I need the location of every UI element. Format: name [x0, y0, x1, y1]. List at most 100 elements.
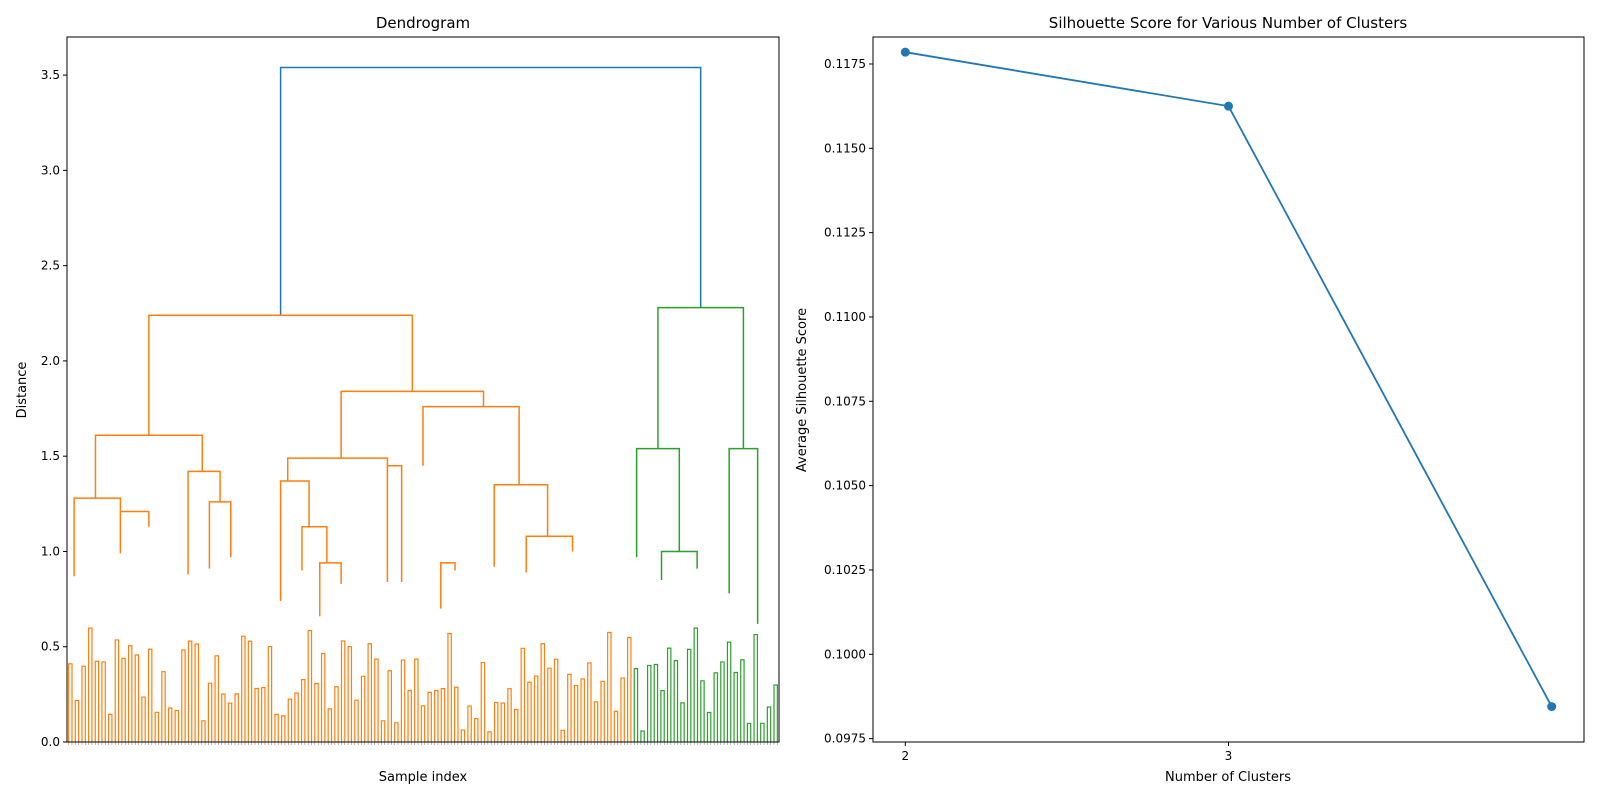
silhouette-x-axis-label: Number of Clusters — [1165, 770, 1291, 785]
dendrogram-merge-link — [422, 405, 520, 485]
dendrogram-y-tick-label: 0.5 — [41, 640, 60, 654]
dendrogram-leaf-link — [733, 671, 739, 742]
dendrogram-leaf-link — [294, 692, 299, 742]
dendrogram-leaf-link — [400, 659, 406, 742]
dendrogram-merge-link — [440, 562, 456, 609]
dendrogram-leaf-link — [533, 675, 539, 742]
silhouette-y-tick-label: 0.0975 — [824, 732, 866, 746]
dendrogram-leaf-link — [507, 688, 512, 742]
silhouette-y-tick-label: 0.1050 — [824, 479, 866, 493]
dendrogram-merge-link — [525, 535, 574, 573]
dendrogram-leaf-link — [254, 687, 259, 742]
dendrogram-merge-link — [386, 464, 403, 582]
dendrogram-leaf-link — [480, 661, 486, 742]
dendrogram-leaf-link — [547, 667, 552, 742]
dendrogram-y-tick-label: 2.5 — [41, 259, 60, 273]
silhouette-y-tick-label: 0.1150 — [824, 141, 866, 155]
dendrogram-leaf-link — [660, 690, 665, 742]
dendrogram-leaf-link — [207, 682, 213, 742]
dendrogram-leaf-link — [454, 686, 459, 742]
dendrogram-leaf-link — [194, 643, 200, 742]
dendrogram-merge-link — [73, 497, 122, 577]
dendrogram-leaf-link — [367, 643, 373, 742]
dendrogram-merge-link — [279, 66, 702, 316]
dendrogram-merge-link — [657, 306, 745, 449]
silhouette-x-tick-label: 2 — [901, 749, 909, 763]
dendrogram-leaf-link — [467, 705, 472, 742]
dendrogram-leaf-link — [613, 710, 619, 742]
dendrogram-leaf-link — [560, 729, 566, 742]
dendrogram-leaf-link — [493, 701, 499, 742]
dendrogram-merge-link — [635, 447, 681, 558]
dendrogram-leaf-link — [440, 688, 446, 742]
dendrogram-leaf-link — [513, 709, 519, 742]
dendrogram-leaf-link — [420, 705, 426, 742]
dendrogram-y-tick-label: 3.0 — [41, 163, 60, 177]
dendrogram-leaf-link — [394, 722, 399, 742]
dendrogram-leaf-link — [320, 652, 326, 742]
dendrogram-leaf-link — [68, 663, 73, 742]
dendrogram-leaf-link — [407, 689, 412, 742]
dendrogram-leaf-link — [573, 684, 579, 742]
dendrogram-x-axis-label: Sample index — [379, 770, 468, 785]
dendrogram-leaf-link — [693, 627, 699, 742]
dendrogram-leaf-link — [274, 713, 279, 742]
dendrogram-leaf-link — [380, 720, 386, 742]
silhouette-data-point — [900, 47, 910, 57]
dendrogram-leaf-link — [620, 677, 625, 742]
dendrogram-leaf-link — [267, 645, 273, 742]
dendrogram-leaf-link — [300, 679, 306, 742]
dendrogram-leaf-link — [101, 661, 106, 742]
dendrogram-leaf-link — [307, 629, 313, 742]
dendrogram-leaf-link — [241, 635, 246, 742]
dendrogram-merge-link — [493, 484, 549, 567]
dendrogram-title: Dendrogram — [376, 14, 470, 32]
silhouette-y-axis-label: Average Silhouette Score — [795, 308, 810, 472]
dendrogram-leaf-link — [740, 659, 745, 742]
dendrogram-leaf-link — [487, 731, 492, 742]
dendrogram-leaf-link — [94, 660, 100, 742]
dendrogram-leaf-link — [134, 654, 140, 742]
dendrogram-leaf-link — [680, 702, 685, 742]
dendrogram-y-tick-label: 3.5 — [41, 68, 60, 82]
dendrogram-leaf-link — [327, 708, 333, 742]
dendrogram-leaf-link — [234, 693, 239, 742]
dendrogram-leaf-link — [580, 678, 585, 742]
dendrogram-leaf-link — [607, 631, 612, 742]
dendrogram-leaf-link — [354, 699, 359, 742]
dendrogram-leaf-link — [627, 636, 632, 742]
dendrogram-leaf-link — [633, 667, 639, 742]
dendrogram-leaf-link — [587, 662, 592, 742]
dendrogram-leaf-link — [167, 707, 173, 742]
dendrogram-links — [68, 66, 778, 742]
dendrogram-leaf-link — [593, 701, 599, 742]
dendrogram-y-tick-label: 0.0 — [41, 735, 60, 749]
dendrogram-leaf-link — [653, 663, 659, 742]
dendrogram-leaf-link — [387, 670, 392, 742]
dendrogram-leaf-link — [247, 640, 253, 742]
dendrogram-leaf-link — [746, 722, 752, 742]
dendrogram-leaf-link — [473, 717, 479, 742]
silhouette-title: Silhouette Score for Various Number of C… — [1049, 14, 1408, 32]
dendrogram-y-tick-label: 2.0 — [41, 354, 60, 368]
dendrogram-chart: Dendrogram 0.0 0.5 1.0 1.5 2.0 2.5 3.0 3.5 Samp… — [15, 14, 780, 785]
dendrogram-leaf-link — [434, 689, 439, 742]
dendrogram-leaf-link — [720, 661, 725, 742]
dendrogram-leaf-link — [753, 633, 758, 742]
dendrogram-merge-link — [279, 480, 310, 601]
dendrogram-leaf-link — [706, 711, 712, 742]
dendrogram-leaf-link — [600, 680, 605, 742]
dendrogram-merge-link — [148, 314, 414, 436]
dendrogram-leaf-link — [414, 658, 419, 742]
dendrogram-leaf-link — [700, 680, 705, 742]
dendrogram-leaf-link — [114, 639, 120, 742]
silhouette-y-tick-label: 0.1000 — [824, 647, 866, 661]
dendrogram-y-tick-label: 1.0 — [41, 544, 60, 558]
dendrogram-leaf-link — [447, 632, 452, 742]
dendrogram-leaf-link — [773, 684, 778, 742]
dendrogram-leaf-link — [553, 658, 559, 742]
dendrogram-leaf-link — [427, 691, 432, 742]
dendrogram-leaf-link — [673, 660, 679, 742]
